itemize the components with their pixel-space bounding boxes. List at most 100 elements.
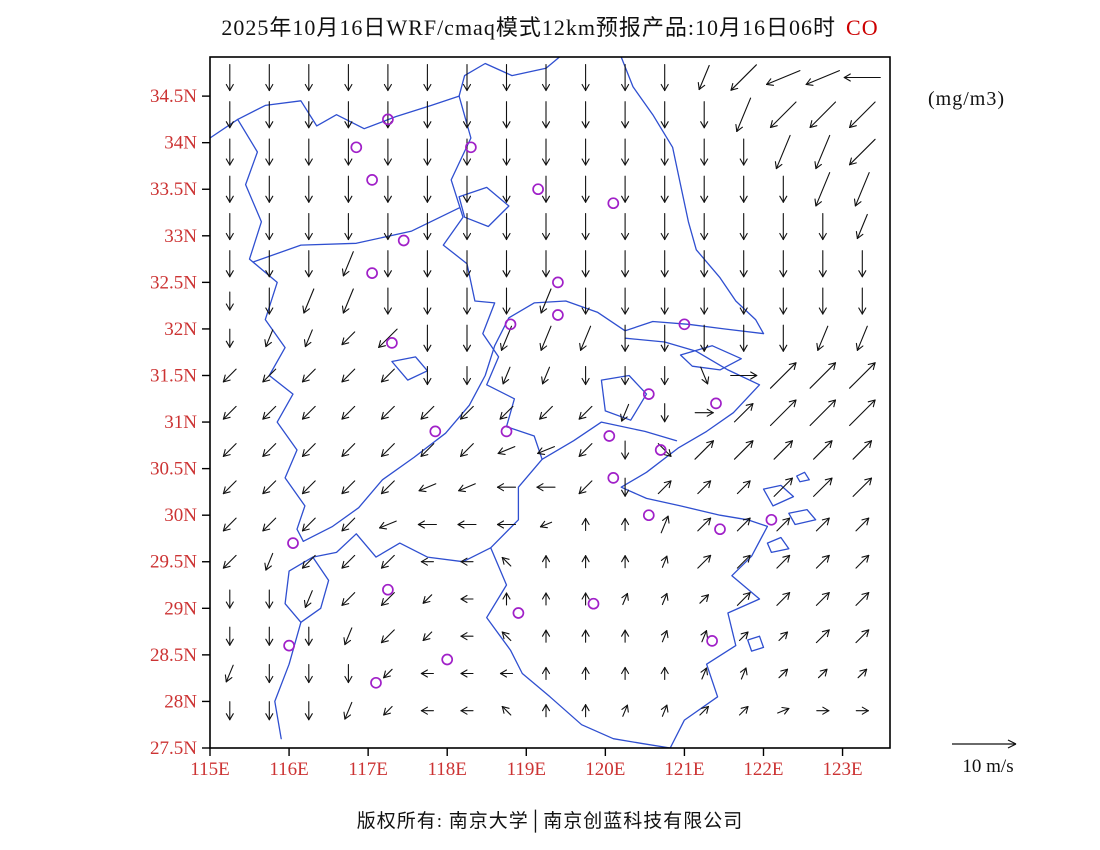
- wind-arrow: [422, 631, 433, 642]
- lat-tick-label: 28N: [164, 691, 197, 712]
- wind-arrow: [423, 138, 432, 166]
- wind-arrow: [818, 287, 827, 315]
- wind-arrow: [700, 250, 709, 278]
- wind-arrow: [858, 287, 867, 315]
- wind-arrow: [262, 405, 277, 420]
- wind-arrow: [344, 138, 353, 166]
- lon-tick-label: 116E: [269, 759, 308, 780]
- wind-arrow: [343, 627, 353, 646]
- wind-arrow: [815, 554, 830, 569]
- wind-arrow: [301, 405, 316, 420]
- wind-arrow: [852, 477, 873, 497]
- wind-arrow: [849, 399, 876, 427]
- wind-arrow: [814, 134, 831, 170]
- wind-arrow: [462, 175, 472, 203]
- station-marker: [654, 444, 667, 456]
- wind-arrow: [502, 101, 511, 129]
- wind-arrow: [225, 138, 234, 166]
- wind-arrow: [581, 101, 590, 129]
- wind-arrow: [501, 705, 512, 716]
- wind-arrow: [697, 554, 712, 569]
- wind-arrow: [660, 138, 669, 166]
- lon-tick-label: 123E: [823, 759, 863, 780]
- wind-arrow: [700, 212, 709, 241]
- wind-arrow: [341, 251, 354, 277]
- wind-arrow: [304, 212, 313, 241]
- wind-arrow: [621, 592, 629, 606]
- station-marker: [642, 509, 655, 522]
- axis-labels-layer: 34.5N 34N 33.5N 33N 32.5N 32N 31.5N 31N 30.5N 30N…: [150, 86, 863, 780]
- wind-arrow: [462, 324, 472, 352]
- wind-arrow: [423, 324, 432, 352]
- wind-arrow: [700, 287, 709, 315]
- wind-arrow: [855, 592, 870, 606]
- wind-arrow: [265, 589, 274, 609]
- wind-arrow: [697, 480, 712, 495]
- wind-arrow: [779, 212, 788, 241]
- wind-arrow: [225, 250, 234, 278]
- wind-arrow: [853, 172, 870, 207]
- wind-arrow: [341, 443, 356, 457]
- map-island-or-lake: [766, 536, 790, 554]
- map-island-or-lake: [391, 356, 429, 381]
- wind-arrow: [699, 594, 709, 604]
- wind-arrow: [773, 440, 793, 460]
- lon-tick-label: 117E: [348, 759, 387, 780]
- wind-arrow: [420, 669, 434, 678]
- wind-arrow: [462, 63, 472, 92]
- wind-arrow: [383, 63, 392, 92]
- map-island-or-lake: [600, 374, 648, 421]
- wind-arrow: [581, 175, 590, 203]
- wind-arrow: [776, 592, 791, 606]
- wind-arrow: [344, 663, 353, 684]
- wind-arrow: [621, 63, 630, 92]
- wind-arrow: [621, 477, 630, 497]
- map-island-or-lake: [762, 484, 795, 507]
- wind-arrow: [581, 666, 590, 681]
- wind-arrow: [541, 138, 551, 166]
- wind-arrow: [262, 517, 277, 532]
- wind-arrow: [222, 517, 237, 532]
- wind-arrow: [460, 669, 474, 678]
- wind-arrow: [581, 287, 590, 315]
- wind-arrow: [262, 443, 277, 457]
- wind-arrow: [660, 592, 669, 606]
- wind-arrow: [460, 706, 474, 715]
- wind-arrow: [773, 477, 793, 497]
- wind-arrow: [380, 592, 395, 606]
- wind-arrow: [813, 440, 833, 460]
- wind-arrow: [462, 250, 472, 278]
- wind-arrow: [265, 701, 274, 721]
- wind-arrow: [738, 631, 749, 642]
- wind-arrow: [304, 701, 313, 721]
- station-marker: [366, 267, 378, 279]
- wind-arrow: [304, 138, 313, 166]
- wind-arrow: [264, 329, 274, 348]
- wind-arrow: [738, 705, 749, 716]
- wind-arrow: [420, 405, 435, 420]
- wind-arrow: [341, 405, 356, 420]
- wind-arrow: [700, 667, 708, 680]
- station-marker: [706, 635, 718, 647]
- wind-arrow: [497, 446, 516, 455]
- wind-arrow: [539, 325, 552, 351]
- wind-arrow: [423, 287, 432, 315]
- wind-arrow: [265, 212, 274, 241]
- station-marker: [382, 113, 394, 126]
- wind-arrow: [341, 592, 356, 606]
- wind-arrow: [809, 101, 837, 129]
- wind-arrow: [621, 101, 630, 129]
- wind-arrow: [344, 175, 353, 203]
- lat-tick-label: 32N: [164, 319, 197, 340]
- map-outlines-layer: [210, 57, 817, 748]
- lat-tick-label: 31.5N: [150, 365, 197, 386]
- wind-arrow: [769, 399, 797, 427]
- wind-arrow: [502, 250, 511, 278]
- wind-arrow: [621, 250, 630, 278]
- wind-arrow: [262, 368, 277, 383]
- wind-arrow: [815, 517, 830, 532]
- map-boundary-line: [620, 337, 769, 748]
- wind-arrow: [843, 73, 881, 82]
- wind-arrow: [700, 138, 709, 166]
